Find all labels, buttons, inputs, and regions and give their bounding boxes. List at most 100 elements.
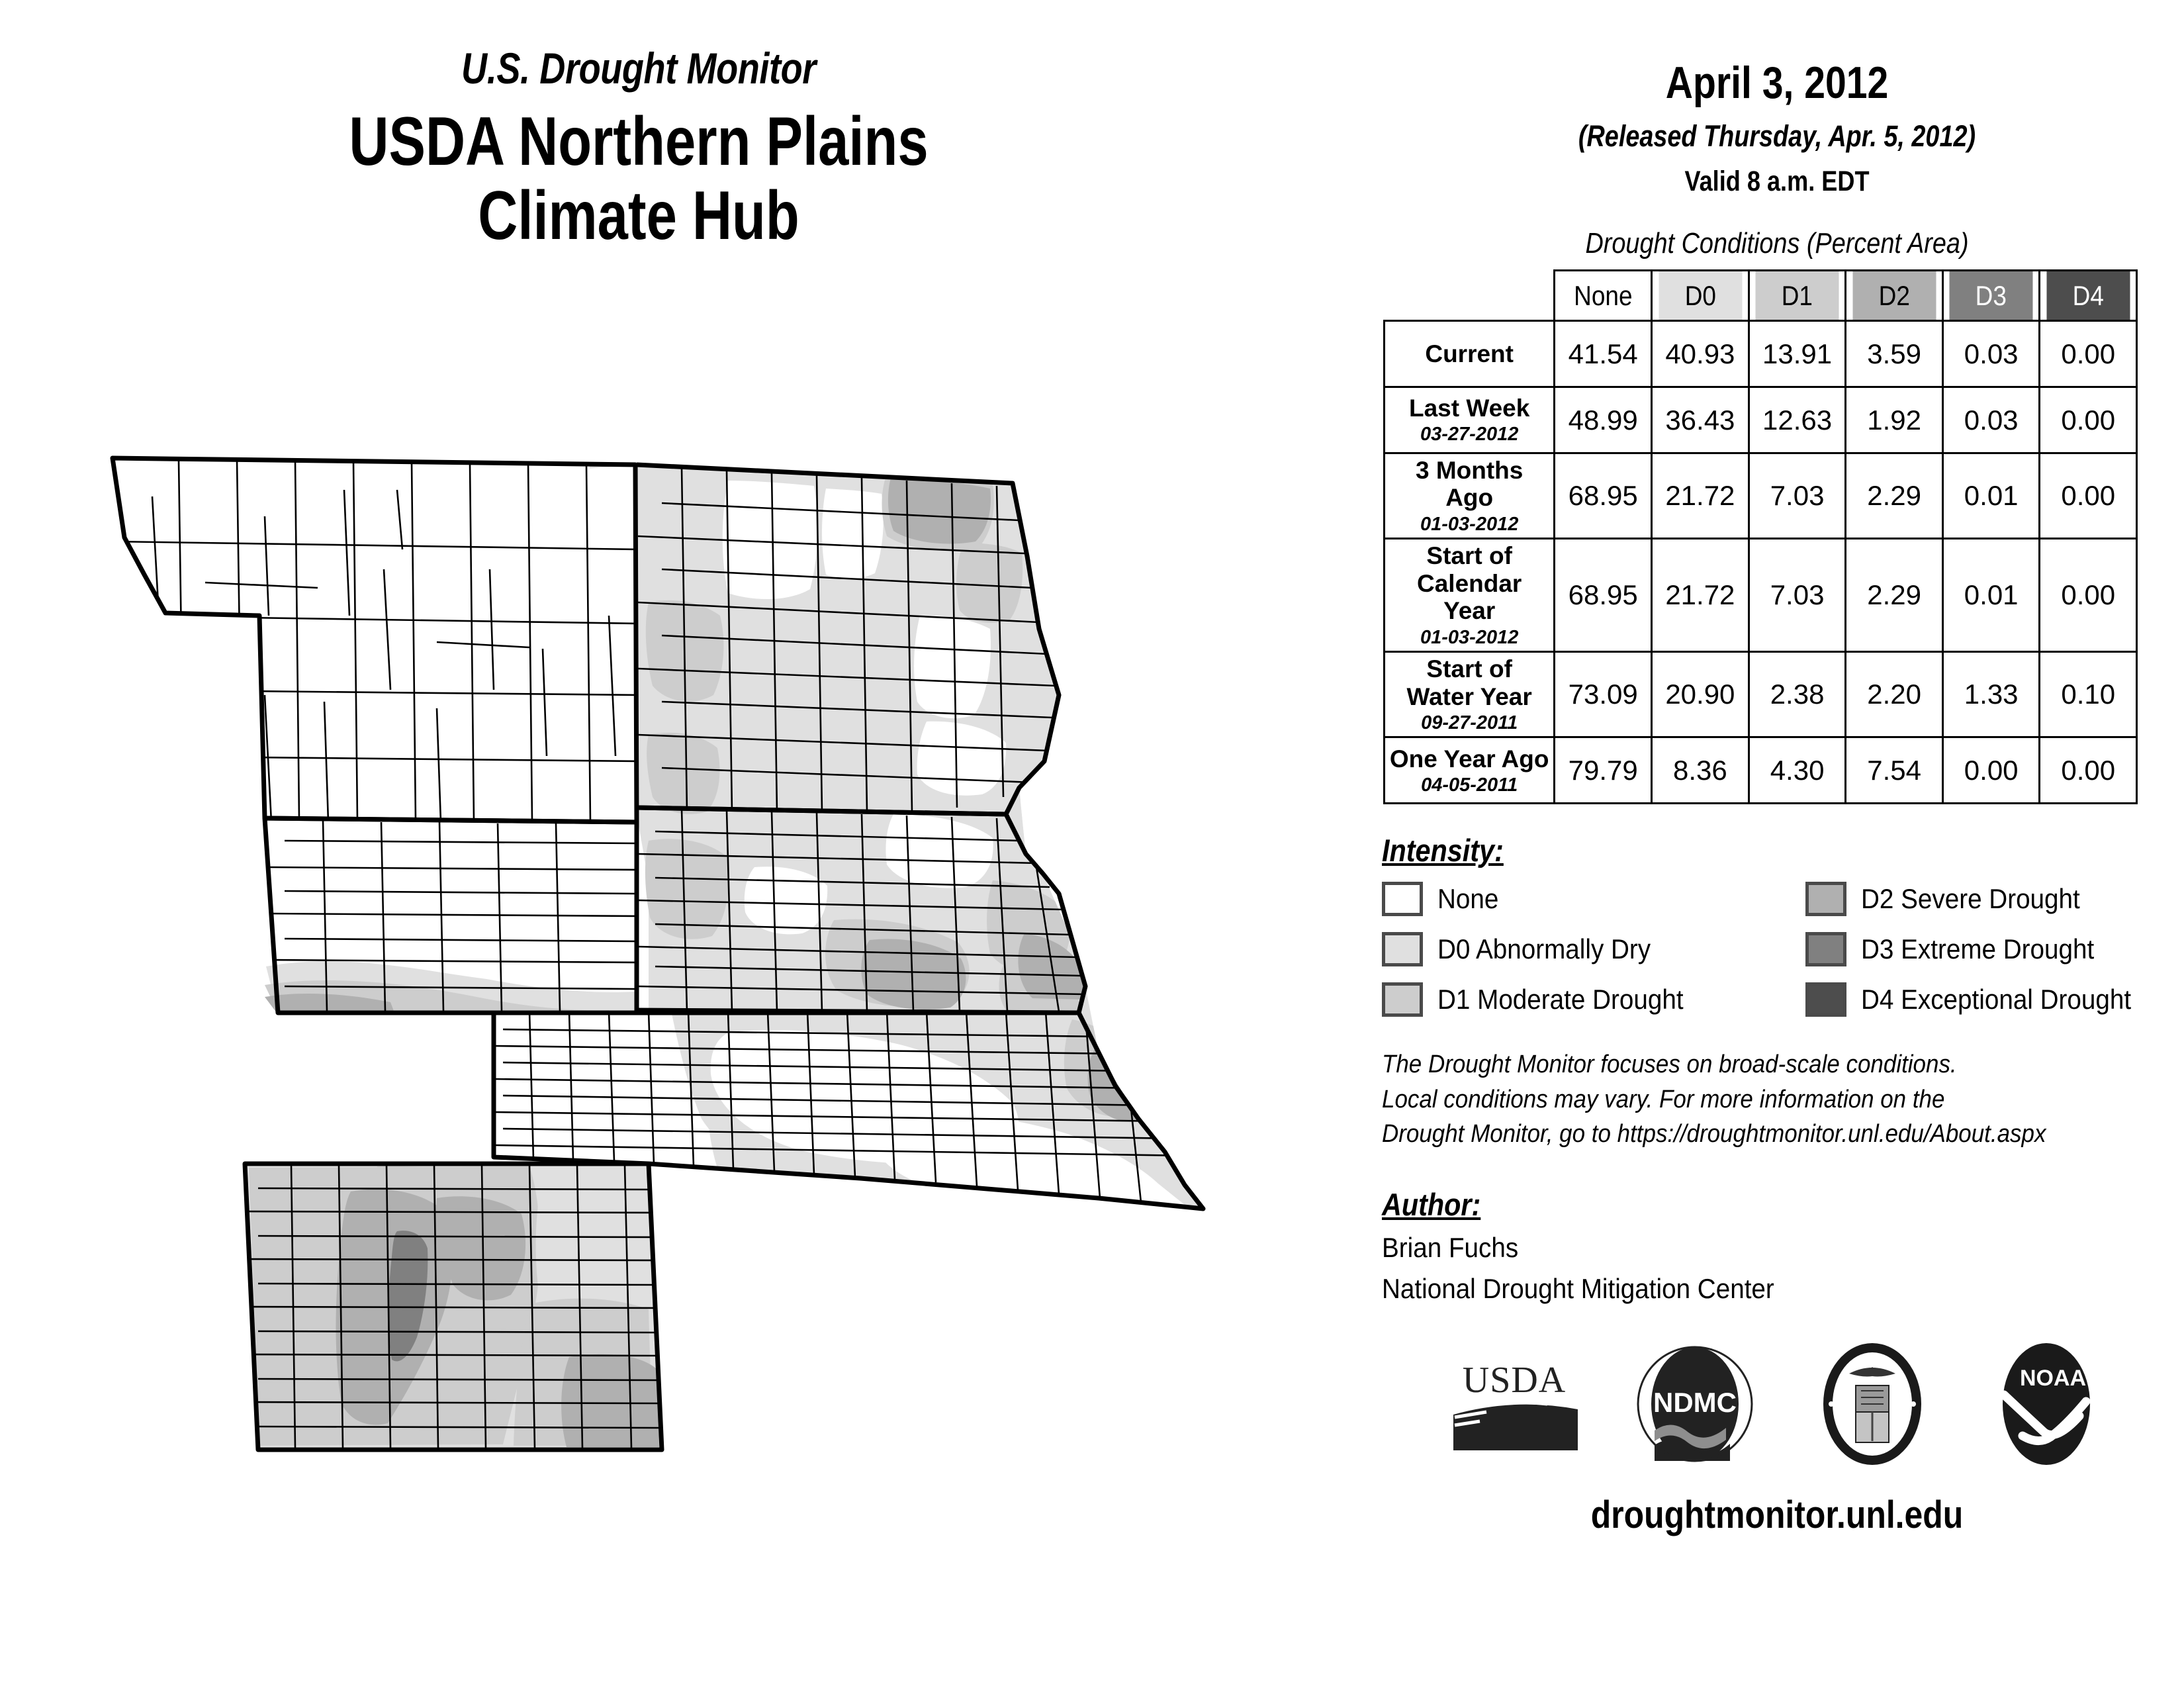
valid-time: Valid 8 a.m. EDT bbox=[1684, 165, 1870, 197]
drought-map bbox=[66, 417, 1363, 1489]
swatch-d1-icon bbox=[1382, 982, 1423, 1017]
cell-d0: 21.72 bbox=[1651, 538, 1750, 653]
valid-date: April 3, 2012 bbox=[1665, 58, 1889, 108]
cell-d3: 0.03 bbox=[1941, 386, 2041, 454]
legend-label-d3: D3 Extreme Drought bbox=[1861, 933, 2095, 965]
cell-none: 41.54 bbox=[1553, 320, 1653, 388]
col-header-d0: D0 bbox=[1657, 269, 1744, 322]
cell-d0: 20.90 bbox=[1651, 651, 1750, 739]
d1-region-sd-west bbox=[645, 839, 729, 939]
none-hole-sd-central bbox=[744, 867, 828, 935]
none-hole-nd-4 bbox=[917, 721, 1007, 796]
cell-d1: 2.38 bbox=[1747, 651, 1847, 739]
drought-conditions-table: None D0 D1 D2 D3 D4 Current 41.54 40.93 … bbox=[1383, 269, 2138, 805]
row-label-one-year-ago: One Year Ago 04-05-2011 bbox=[1383, 736, 1556, 805]
d1-region-nd-border bbox=[647, 732, 720, 814]
release-date: (Released Thursday, Apr. 5, 2012) bbox=[1578, 119, 1976, 153]
table-header-row: None D0 D1 D2 D3 D4 bbox=[1385, 269, 2137, 322]
cell-d2: 3.59 bbox=[1844, 320, 1944, 388]
ndmc-logo-text: NDMC bbox=[1653, 1387, 1737, 1418]
cell-d3: 0.00 bbox=[1941, 736, 2041, 805]
intensity-legend: Intensity: None D2 Severe Drought D0 Abn… bbox=[1382, 832, 2177, 1017]
cell-d3: 0.01 bbox=[1941, 451, 2041, 540]
cell-d2: 2.29 bbox=[1844, 451, 1944, 540]
disclaimer-line-2: Local conditions may vary. For more info… bbox=[1382, 1085, 1945, 1113]
usda-logo: USDA bbox=[1453, 1360, 1578, 1450]
swatch-none-icon bbox=[1382, 882, 1423, 917]
usda-logo-text: USDA bbox=[1463, 1360, 1566, 1401]
state-boundaries bbox=[110, 455, 1206, 1452]
col-header-d1: D1 bbox=[1753, 269, 1841, 322]
cell-d4: 0.10 bbox=[2038, 651, 2138, 739]
title-line-2: Climate Hub bbox=[478, 177, 799, 255]
swatch-d0-icon bbox=[1382, 932, 1423, 967]
row-label-start-of-water-year: Start of Water Year 09-27-2011 bbox=[1383, 651, 1556, 739]
table-row: Last Week 03-27-2012 48.99 36.43 12.63 1… bbox=[1383, 386, 2138, 454]
legend-item-d0: D0 Abnormally Dry bbox=[1382, 932, 1805, 967]
cell-d1: 7.03 bbox=[1747, 538, 1847, 653]
d2-region-nd-nw bbox=[887, 478, 991, 544]
legend-item-d4: D4 Exceptional Drought bbox=[1805, 982, 2184, 1017]
table-row: Current 41.54 40.93 13.91 3.59 0.03 0.00 bbox=[1383, 320, 2138, 388]
doc-seal-logo bbox=[1823, 1342, 1921, 1465]
row-label-text: Current bbox=[1425, 340, 1514, 367]
table-row: Start of Calendar Year 01-03-2012 68.95 2… bbox=[1383, 538, 2138, 653]
cell-d1: 7.03 bbox=[1747, 451, 1847, 540]
disclaimer-text: The Drought Monitor focuses on broad-sca… bbox=[1382, 1047, 2114, 1151]
legend-label-none: None bbox=[1437, 883, 1499, 915]
d2-region-wy-sw bbox=[265, 993, 394, 1013]
cell-d2: 7.54 bbox=[1844, 736, 1944, 805]
ndmc-logo: NDMC bbox=[1637, 1346, 1753, 1462]
none-hole-nd-2 bbox=[822, 489, 884, 579]
cell-d3: 0.01 bbox=[1941, 538, 2041, 653]
legend-title: Intensity: bbox=[1382, 833, 1504, 868]
cell-none: 68.95 bbox=[1553, 538, 1653, 653]
title-block: U.S. Drought Monitor USDA Northern Plain… bbox=[0, 46, 1277, 254]
legend-item-none: None bbox=[1382, 882, 1805, 917]
state-montana bbox=[110, 455, 639, 825]
cell-d0: 8.36 bbox=[1651, 736, 1750, 805]
author-block: Author: Brian Fuchs National Drought Mit… bbox=[1382, 1186, 2177, 1305]
table-row: Start of Water Year 09-27-2011 73.09 20.9… bbox=[1383, 651, 2138, 739]
cell-none: 68.95 bbox=[1553, 451, 1653, 540]
cell-d0: 36.43 bbox=[1651, 386, 1750, 454]
col-header-d4: D4 bbox=[2044, 269, 2132, 322]
d1-region-nd-ne2 bbox=[956, 543, 1023, 623]
row-label-start-of-calendar-year: Start of Calendar Year 01-03-2012 bbox=[1383, 538, 1556, 653]
title-line-1: USDA Northern Plains bbox=[349, 103, 929, 180]
cell-d1: 4.30 bbox=[1747, 736, 1847, 805]
none-hole-wy bbox=[269, 823, 633, 986]
swatch-d3-icon bbox=[1805, 932, 1846, 967]
row-label-date: 09-27-2011 bbox=[1421, 712, 1518, 733]
cell-d4: 0.00 bbox=[2038, 538, 2138, 653]
state-colorado bbox=[242, 1161, 664, 1452]
legend-label-d2: D2 Severe Drought bbox=[1861, 883, 2080, 915]
col-header-d2: D2 bbox=[1850, 269, 1938, 322]
cell-d3: 1.33 bbox=[1941, 651, 2041, 739]
row-label-text: 3 Months Ago bbox=[1415, 457, 1524, 512]
info-panel: April 3, 2012 (Released Thursday, Apr. 5… bbox=[1377, 0, 2177, 1688]
table-row: One Year Ago 04-05-2011 79.79 8.36 4.30 … bbox=[1383, 736, 2138, 805]
row-label-text: Start of Water Year bbox=[1406, 655, 1532, 710]
author-organization: National Drought Mitigation Center bbox=[1382, 1272, 1774, 1304]
drought-map-svg bbox=[110, 455, 1206, 1452]
footer-url: droughtmonitor.unl.edu bbox=[1590, 1493, 1964, 1536]
county-boundaries bbox=[113, 459, 1192, 1449]
state-north-dakota bbox=[636, 462, 1062, 817]
cell-d1: 12.63 bbox=[1747, 386, 1847, 454]
cell-d4: 0.00 bbox=[2038, 320, 2138, 388]
page-title: USDA Northern Plains Climate Hub bbox=[128, 105, 1150, 254]
row-label-text: Start of Calendar Year bbox=[1417, 542, 1522, 625]
swatch-d2-icon bbox=[1805, 882, 1846, 917]
disclaimer-line-3: Drought Monitor, go to https://droughtmo… bbox=[1382, 1120, 2046, 1149]
legend-label-d4: D4 Exceptional Drought bbox=[1861, 984, 2132, 1015]
table-corner-cell bbox=[1394, 271, 1544, 321]
cell-d0: 40.93 bbox=[1651, 320, 1750, 388]
table-caption: Drought Conditions (Percent Area) bbox=[1585, 227, 1969, 259]
none-hole-nd-3 bbox=[914, 615, 991, 719]
swatch-d4-icon bbox=[1805, 982, 1846, 1017]
col-header-d3: D3 bbox=[1947, 269, 2035, 322]
col-header-none: None bbox=[1559, 269, 1647, 322]
row-label-text: One Year Ago bbox=[1389, 745, 1549, 773]
row-label-3-months-ago: 3 Months Ago 01-03-2012 bbox=[1383, 451, 1556, 540]
